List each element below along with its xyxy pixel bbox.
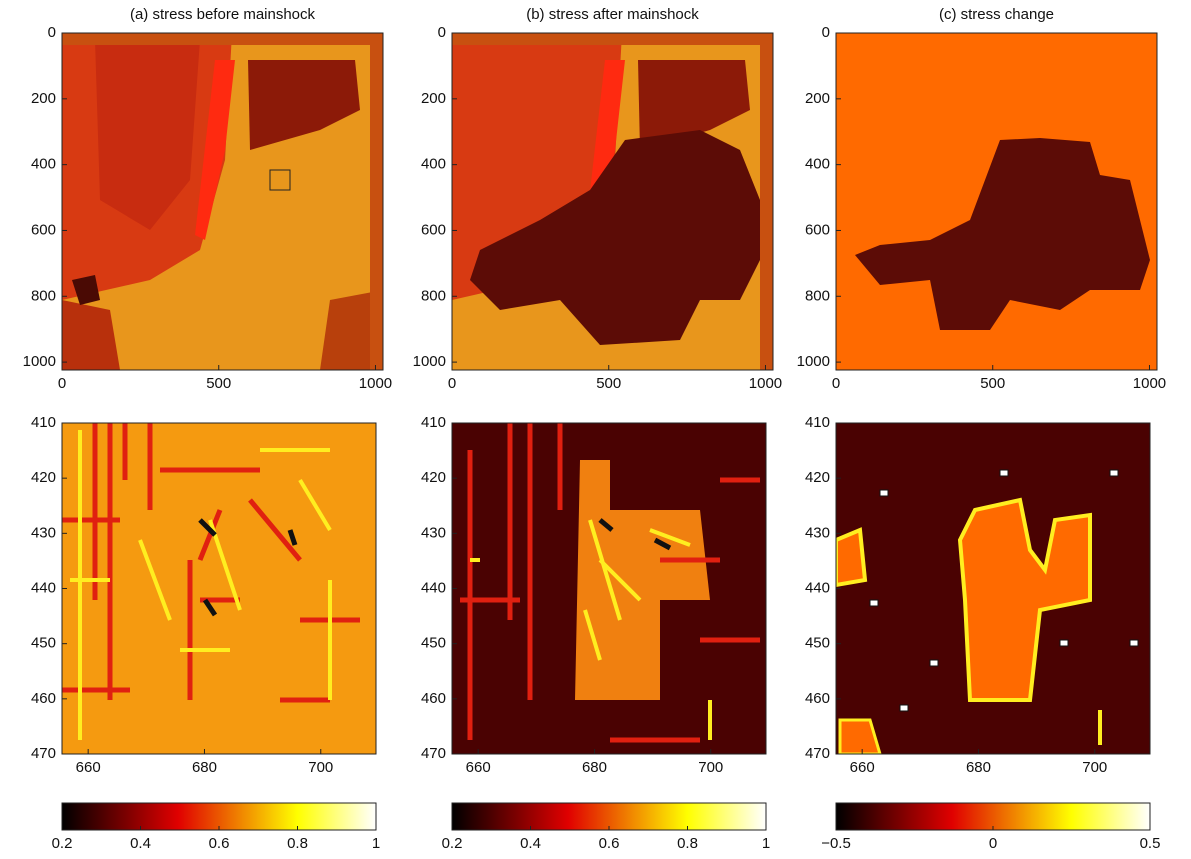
- y-tick-label: 200: [31, 90, 56, 107]
- panel-title: (b) stress after mainshock: [526, 6, 699, 23]
- x-tick-label: 680: [582, 759, 607, 776]
- x-tick-label: 660: [76, 759, 101, 776]
- y-tick-label: 200: [805, 90, 830, 107]
- y-tick-label: 410: [421, 414, 446, 431]
- panel-title: (a) stress before mainshock: [130, 6, 316, 23]
- colorbar-tick-label: 1: [372, 835, 380, 852]
- x-tick-label: 1000: [749, 375, 782, 392]
- colorbar: [61, 802, 377, 831]
- colorbar: [835, 802, 1151, 831]
- x-tick-label: 680: [966, 759, 991, 776]
- colorbar-tick-label: 0.8: [287, 835, 308, 852]
- x-tick-label: 1000: [359, 375, 392, 392]
- axes-frame: [61, 32, 384, 371]
- y-tick-label: 450: [31, 635, 56, 652]
- y-tick-label: 430: [421, 524, 446, 541]
- image-f: [836, 423, 1150, 754]
- colorbar-tick-label: 0.4: [130, 835, 151, 852]
- y-tick-label: 430: [31, 524, 56, 541]
- colorbar-tick-label: 0: [989, 835, 997, 852]
- x-tick-label: 0: [448, 375, 456, 392]
- panel-title: (c) stress change: [939, 6, 1054, 23]
- y-tick-label: 420: [805, 469, 830, 486]
- y-tick-label: 470: [31, 745, 56, 762]
- y-tick-label: 1000: [23, 353, 56, 370]
- y-tick-label: 800: [31, 287, 56, 304]
- y-tick-label: 440: [805, 579, 830, 596]
- y-tick-label: 420: [31, 469, 56, 486]
- y-tick-label: 1000: [797, 353, 830, 370]
- y-tick-label: 460: [421, 690, 446, 707]
- y-tick-label: 0: [48, 24, 56, 41]
- y-tick-label: 800: [421, 287, 446, 304]
- y-tick-label: 430: [805, 524, 830, 541]
- x-tick-label: 0: [58, 375, 66, 392]
- y-tick-label: 200: [421, 90, 446, 107]
- y-tick-label: 470: [421, 745, 446, 762]
- x-tick-label: 660: [466, 759, 491, 776]
- colorbar-tick-label: 0.2: [442, 835, 463, 852]
- y-tick-label: 400: [31, 156, 56, 173]
- colorbar-tick-label: 1: [762, 835, 770, 852]
- x-tick-label: 700: [698, 759, 723, 776]
- y-tick-label: 470: [805, 745, 830, 762]
- y-tick-label: 600: [805, 221, 830, 238]
- y-tick-label: 800: [805, 287, 830, 304]
- x-tick-label: 660: [850, 759, 875, 776]
- x-tick-label: 700: [1082, 759, 1107, 776]
- y-tick-label: 600: [31, 221, 56, 238]
- y-tick-label: 0: [822, 24, 830, 41]
- colorbar: [451, 802, 767, 831]
- colorbar-tick-label: −0.5: [821, 835, 851, 852]
- colorbar-tick-label: 0.5: [1140, 835, 1161, 852]
- x-tick-label: 500: [206, 375, 231, 392]
- y-tick-label: 600: [421, 221, 446, 238]
- colorbar-tick-label: 0.8: [677, 835, 698, 852]
- colorbar-tick-label: 0.2: [52, 835, 73, 852]
- y-tick-label: 410: [31, 414, 56, 431]
- image-d: [62, 423, 376, 754]
- x-tick-label: 500: [596, 375, 621, 392]
- y-tick-label: 410: [805, 414, 830, 431]
- colorbar-tick-label: 0.6: [209, 835, 230, 852]
- y-tick-label: 400: [805, 156, 830, 173]
- y-tick-label: 400: [421, 156, 446, 173]
- image-a: [62, 33, 383, 370]
- image-b: [452, 33, 773, 370]
- axes-frame: [835, 32, 1158, 371]
- colorbar-tick-label: 0.6: [599, 835, 620, 852]
- colorbar-tick-label: 0.4: [520, 835, 541, 852]
- y-tick-label: 460: [31, 690, 56, 707]
- x-tick-label: 0: [832, 375, 840, 392]
- y-tick-label: 440: [421, 579, 446, 596]
- y-tick-label: 420: [421, 469, 446, 486]
- x-tick-label: 500: [980, 375, 1005, 392]
- y-tick-label: 1000: [413, 353, 446, 370]
- y-tick-label: 0: [438, 24, 446, 41]
- y-tick-label: 450: [805, 635, 830, 652]
- x-tick-label: 680: [192, 759, 217, 776]
- axes-frame: [451, 32, 774, 371]
- y-tick-label: 440: [31, 579, 56, 596]
- image-c: [836, 33, 1157, 370]
- y-tick-label: 450: [421, 635, 446, 652]
- y-tick-label: 460: [805, 690, 830, 707]
- image-e: [452, 423, 766, 754]
- x-tick-label: 700: [308, 759, 333, 776]
- x-tick-label: 1000: [1133, 375, 1166, 392]
